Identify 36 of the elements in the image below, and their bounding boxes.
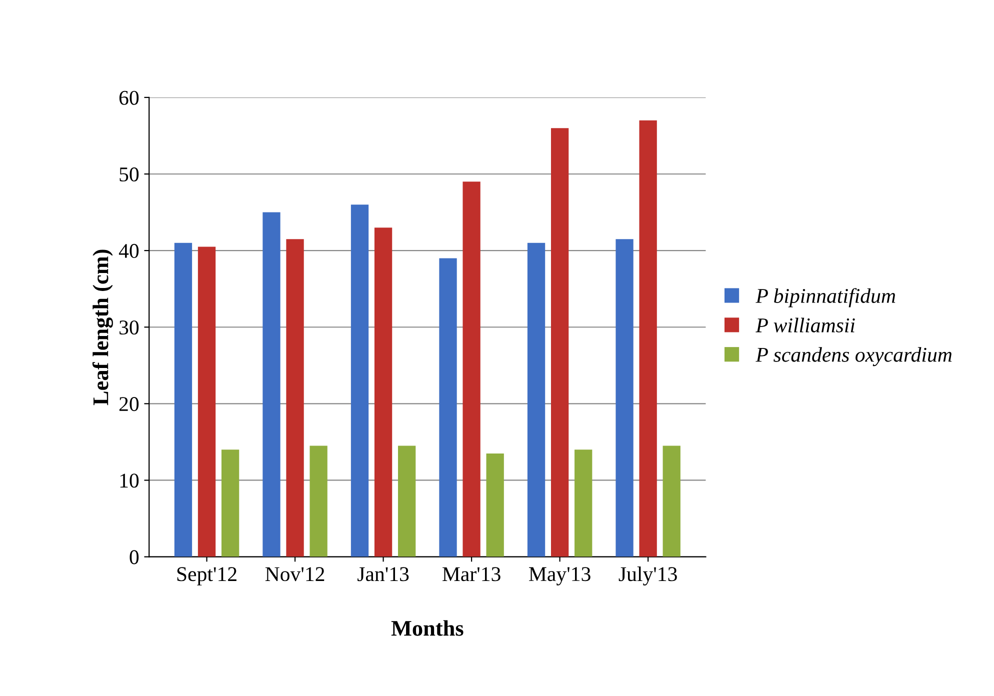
bar	[221, 450, 240, 557]
x-tick-label: July'13	[618, 566, 677, 586]
y-axis-title: Leaf length (cm)	[92, 250, 113, 406]
x-tick-label: May'13	[529, 567, 590, 586]
y-tick-label: 60	[119, 90, 139, 105]
bar	[486, 453, 504, 557]
x-tick-label: Nov'12	[265, 567, 324, 582]
bar	[374, 228, 392, 557]
x-axis-title: Months	[391, 620, 464, 636]
legend-label: P bipinnatifidum	[756, 288, 896, 308]
bar	[616, 239, 634, 557]
legend-label: P williamsii	[756, 318, 855, 332]
x-tick-label: Jan'13	[358, 567, 409, 582]
y-tick-label: 10	[120, 474, 139, 488]
bar	[639, 120, 657, 557]
bar	[550, 128, 569, 557]
y-tick-label: 0	[130, 550, 139, 564]
bar	[439, 258, 457, 557]
y-tick-label: 30	[120, 320, 139, 335]
bar	[527, 242, 546, 557]
bar	[198, 246, 216, 557]
bar	[286, 239, 304, 557]
bar	[310, 446, 328, 557]
legend-label: P scandens oxycardium	[756, 347, 952, 366]
bar	[398, 446, 416, 557]
bar	[174, 242, 192, 557]
bar	[462, 182, 480, 557]
x-tick-label: Sept'12	[177, 567, 236, 586]
bar	[574, 450, 592, 557]
y-tick-label: 40	[118, 244, 139, 258]
y-tick-label: 50	[120, 167, 139, 182]
y-tick-label: 20	[119, 397, 139, 412]
bar	[662, 446, 680, 557]
bar	[350, 204, 369, 557]
x-tick-label: Mar'13	[442, 567, 500, 582]
bar	[262, 212, 280, 557]
